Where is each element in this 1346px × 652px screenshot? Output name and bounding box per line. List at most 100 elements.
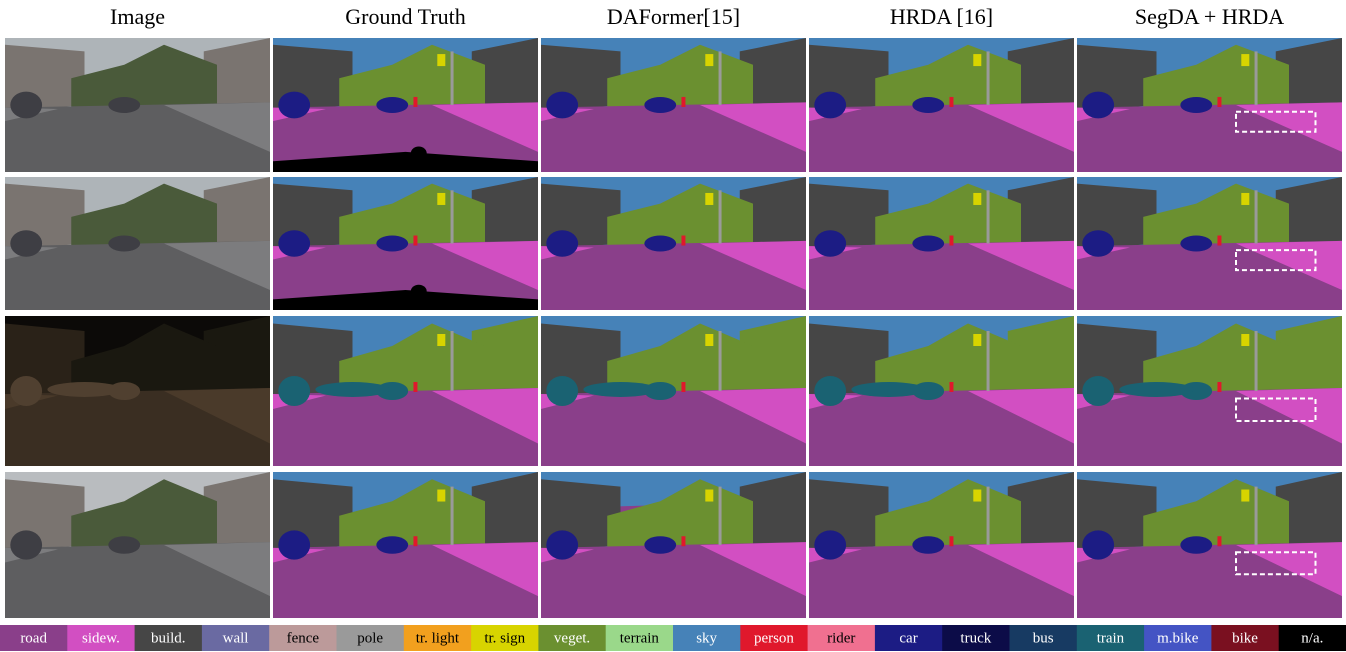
image-panel	[5, 316, 270, 466]
car	[644, 236, 676, 252]
person	[413, 536, 417, 546]
pole	[451, 190, 454, 243]
sign	[973, 54, 981, 66]
sign	[705, 193, 713, 205]
legend-label: sidew.	[82, 630, 120, 646]
car	[1082, 376, 1114, 406]
legend-label: fence	[287, 630, 320, 646]
column-header: SegDA + HRDA	[1135, 4, 1284, 29]
car	[108, 536, 140, 554]
car	[912, 97, 944, 113]
image-panel	[273, 177, 538, 310]
car	[376, 236, 408, 252]
person	[1217, 536, 1221, 546]
legend-label: bus	[1033, 630, 1054, 646]
image-panel	[1077, 177, 1342, 310]
legend-label: terrain	[620, 630, 660, 646]
pole	[987, 190, 990, 243]
pole	[987, 487, 990, 545]
legend-label: veget.	[554, 630, 590, 646]
car	[108, 97, 140, 113]
image-panel	[1077, 38, 1342, 172]
person	[413, 97, 417, 107]
figure: Image Ground Truth DAFormer[15] HRDA [16] Se…	[0, 0, 1346, 652]
legend-label: m.bike	[1157, 630, 1199, 646]
person	[949, 236, 953, 246]
sign	[1241, 54, 1249, 66]
pole	[987, 331, 990, 391]
legend-label: person	[754, 630, 794, 646]
sign	[437, 334, 445, 346]
sign	[437, 54, 445, 66]
car	[108, 236, 140, 252]
image-panel	[273, 472, 538, 618]
legend-label: truck	[960, 630, 991, 646]
image-panel	[809, 316, 1074, 466]
hood	[411, 147, 427, 160]
person	[413, 236, 417, 246]
sign	[1241, 490, 1249, 502]
car	[47, 382, 121, 397]
pole	[451, 487, 454, 545]
car	[814, 92, 846, 119]
car	[912, 536, 944, 554]
legend-label: rider	[827, 630, 855, 646]
car	[10, 92, 42, 119]
car	[278, 376, 310, 406]
sign	[973, 490, 981, 502]
column-header: DAFormer[15]	[607, 4, 740, 29]
car	[583, 382, 657, 397]
car	[1180, 236, 1212, 252]
car	[376, 97, 408, 113]
sign	[705, 54, 713, 66]
sign	[705, 334, 713, 346]
car	[1119, 382, 1193, 397]
image-panel	[541, 38, 806, 172]
car	[814, 530, 846, 559]
sign	[705, 490, 713, 502]
car	[1180, 97, 1212, 113]
car	[315, 382, 389, 397]
legend-label: car	[899, 630, 917, 646]
person	[949, 382, 953, 392]
car	[278, 230, 310, 257]
car	[10, 376, 42, 406]
person	[1217, 97, 1221, 107]
legend-label: n/a.	[1301, 630, 1323, 646]
image-panel	[5, 38, 270, 172]
column-header: Image	[110, 4, 165, 29]
legend-label: sky	[696, 630, 717, 646]
image-panel	[1077, 316, 1342, 466]
car	[1082, 92, 1114, 119]
image-panel	[809, 472, 1074, 618]
car	[10, 230, 42, 257]
image-panel	[273, 38, 538, 172]
column-header: HRDA [16]	[890, 4, 993, 29]
person	[413, 382, 417, 392]
image-panel	[809, 177, 1074, 310]
image-panel	[541, 472, 806, 618]
person	[681, 97, 685, 107]
image-panel	[273, 316, 538, 466]
legend-label: build.	[151, 630, 186, 646]
image-panel	[541, 316, 806, 466]
sign	[1241, 193, 1249, 205]
car	[376, 536, 408, 554]
pole	[719, 190, 722, 243]
hood	[411, 285, 427, 298]
car	[278, 530, 310, 559]
legend-label: tr. light	[416, 630, 460, 646]
legend-label: train	[1097, 630, 1125, 646]
person	[1217, 382, 1221, 392]
image-panel	[5, 472, 270, 618]
car	[10, 530, 42, 559]
car	[644, 97, 676, 113]
pole	[1255, 331, 1258, 391]
sign	[437, 490, 445, 502]
column-header: Ground Truth	[345, 4, 465, 29]
car	[278, 92, 310, 119]
sign	[1241, 334, 1249, 346]
image-panel	[541, 177, 806, 310]
sign	[973, 334, 981, 346]
sign	[973, 193, 981, 205]
